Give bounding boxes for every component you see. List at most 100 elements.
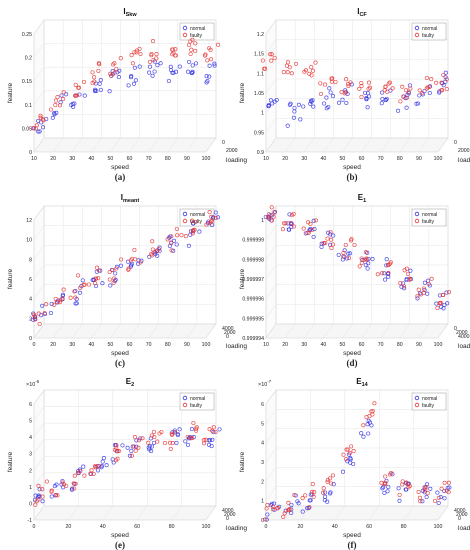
chart-title-main: I xyxy=(123,7,125,16)
grid-line-y-side xyxy=(265,486,277,501)
data-point xyxy=(54,482,59,487)
data-point xyxy=(406,89,411,95)
x-tick-label: 40 xyxy=(320,342,326,348)
y-tick-label: 1.05 xyxy=(254,91,264,97)
grid-line-x-floor xyxy=(399,137,410,153)
chart-title-main: I xyxy=(357,7,359,16)
data-point xyxy=(296,102,301,107)
data-point xyxy=(329,481,334,486)
data-point xyxy=(329,76,334,81)
x-tick-label: 10 xyxy=(263,342,269,348)
data-point xyxy=(325,479,330,484)
chart-title-main: I xyxy=(121,193,123,202)
data-point xyxy=(298,117,303,122)
data-point xyxy=(94,265,100,270)
data-point xyxy=(396,108,401,113)
data-point xyxy=(212,63,217,68)
data-point xyxy=(48,107,53,112)
data-point xyxy=(441,72,446,78)
grid-line-y-side xyxy=(33,406,45,421)
data-point xyxy=(281,70,286,75)
grid-line-x-floor xyxy=(148,137,159,153)
data-point xyxy=(42,311,47,316)
legend-box xyxy=(411,392,447,411)
data-point xyxy=(428,486,433,491)
data-point xyxy=(165,237,170,242)
data-point xyxy=(193,219,198,225)
data-point xyxy=(286,500,291,505)
data-point xyxy=(275,506,280,511)
data-point xyxy=(323,494,328,499)
data-point xyxy=(348,456,353,461)
data-point xyxy=(397,498,402,503)
data-point xyxy=(424,86,429,91)
data-point xyxy=(271,504,276,509)
x-tick-label: 20 xyxy=(66,524,72,530)
data-point xyxy=(280,227,285,232)
grid-line-x-floor xyxy=(323,137,334,153)
x-tick-label: 30 xyxy=(301,156,307,162)
data-point xyxy=(266,103,271,108)
y-tick-label: 12 xyxy=(26,218,32,224)
series-normal xyxy=(31,59,217,134)
data-point xyxy=(73,288,78,293)
data-point xyxy=(186,69,191,74)
data-point xyxy=(268,98,273,103)
data-point xyxy=(60,480,65,485)
data-point xyxy=(151,440,157,445)
data-point xyxy=(425,490,430,496)
x-tick-label: 80 xyxy=(397,156,403,162)
data-point xyxy=(344,447,349,452)
axis-exponent-power: -6 xyxy=(35,379,39,384)
grid-line-y-side xyxy=(265,467,277,482)
data-point xyxy=(444,87,449,92)
plot-box-floor xyxy=(33,323,217,339)
data-point xyxy=(336,100,342,105)
data-point xyxy=(305,506,310,511)
grid-line-x-floor xyxy=(380,323,391,339)
series-faulty xyxy=(265,205,452,311)
grid-line-x-floor xyxy=(33,505,45,521)
plot-box-floor xyxy=(265,323,449,339)
data-point xyxy=(92,89,98,94)
data-point xyxy=(36,494,41,499)
y-tick-label: 3 xyxy=(29,452,32,458)
x-tick-label: 100 xyxy=(434,342,443,348)
data-point xyxy=(207,74,212,79)
legend-box xyxy=(179,392,215,411)
data-point xyxy=(82,473,87,478)
data-point xyxy=(31,317,36,322)
data-point xyxy=(311,494,316,499)
data-point xyxy=(73,301,78,306)
data-point xyxy=(197,229,202,234)
data-point xyxy=(366,418,371,423)
z-tick-label: 2000 xyxy=(456,512,468,518)
data-point xyxy=(436,495,441,500)
data-point xyxy=(407,276,412,281)
grid-line-x-floor xyxy=(72,137,83,153)
data-point xyxy=(295,499,300,504)
data-point xyxy=(147,444,152,449)
data-point xyxy=(287,227,292,232)
data-point xyxy=(170,70,175,75)
data-point xyxy=(152,434,157,440)
data-point xyxy=(95,468,101,473)
data-point xyxy=(131,444,137,449)
data-point xyxy=(37,487,42,492)
x-tick-label: 40 xyxy=(320,156,326,162)
data-point xyxy=(126,267,131,272)
data-point xyxy=(269,58,274,63)
legend-entry-faulty: faulty xyxy=(422,219,434,225)
data-point xyxy=(190,218,195,223)
data-point xyxy=(404,480,409,485)
data-point xyxy=(97,81,102,86)
grid-line-x-floor xyxy=(33,323,45,339)
data-point xyxy=(349,444,354,449)
data-point xyxy=(53,98,59,103)
data-point xyxy=(285,60,291,65)
y-tick-label: 1 xyxy=(261,111,264,117)
chart-title-sub: meant xyxy=(123,198,139,204)
grid-line-y-side xyxy=(265,19,277,35)
data-point xyxy=(271,214,276,219)
